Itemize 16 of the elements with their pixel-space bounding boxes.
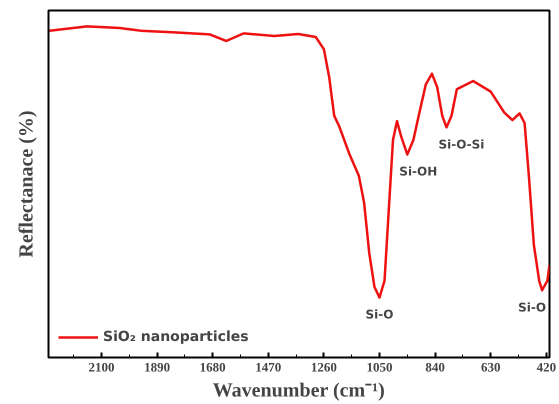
y-axis-title: Reflectanace (%): [16, 110, 38, 258]
x-tick-label: 840: [425, 360, 445, 374]
x-tick-label: 1470: [255, 360, 282, 374]
annotation: Si-O: [366, 308, 394, 322]
x-tick-label: 2100: [88, 360, 114, 374]
annotation: Si-O-Si: [438, 137, 484, 152]
x-tick-label: 1260: [310, 360, 337, 374]
legend-label: SiO₂ nanoparticles: [103, 329, 249, 345]
x-axis-title: Wavenumber (cm⁻¹): [212, 380, 385, 402]
annotation: Si-OH: [399, 164, 438, 179]
x-tick-label: 630: [480, 360, 500, 374]
annotation: Si-O: [518, 300, 546, 314]
x-tick-label: 1890: [144, 360, 170, 374]
x-tick-label: 1050: [366, 360, 392, 374]
x-tick-label: 1680: [200, 360, 226, 374]
x-tick-label: 420: [536, 360, 556, 374]
